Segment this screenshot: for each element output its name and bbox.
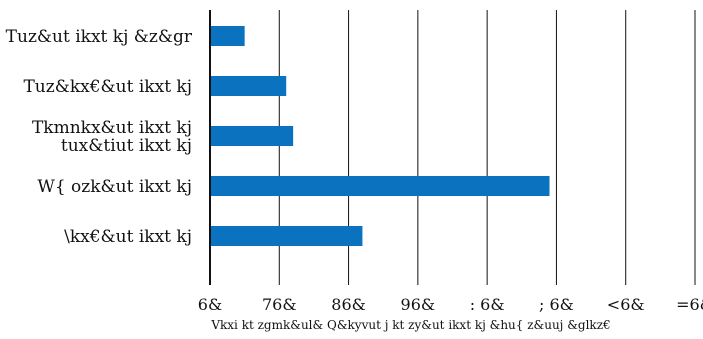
bar-0 (210, 26, 245, 46)
x-tick-label: 6& (198, 295, 222, 314)
bar-2 (210, 126, 294, 146)
category-label: Tkmnkx&ut ikxt kj (32, 118, 192, 138)
tick-labels: 6&76&86&96& : 6& ; 6& <6& =6& (198, 295, 703, 314)
bar-1 (210, 76, 287, 96)
bars (210, 26, 550, 246)
x-tick-label: =6& (676, 295, 703, 314)
x-tick-label: : 6& (470, 295, 505, 314)
category-labels: Tuz&ut ikxt kj &z&gr Tuz&kx€&ut ikxt kj Tk… (6, 27, 193, 247)
x-tick-label: 96& (401, 295, 436, 314)
category-label: W{ ozk&ut ikxt kj (37, 177, 192, 197)
category-label: \kx€&ut ikxt kj (64, 227, 192, 247)
category-label: Tuz&kx€&ut ikxt kj (23, 77, 192, 97)
category-label: Tuz&ut ikxt kj &z&gr (6, 27, 193, 47)
x-tick-label: 86& (331, 295, 366, 314)
x-tick-label: <6& (607, 295, 645, 314)
x-axis-title: Vkxi kt zgmk&ul& Q&kyvut j kt zy&ut ikxt… (210, 318, 610, 332)
x-tick-label: 76& (262, 295, 297, 314)
gridlines (278, 10, 696, 285)
x-tick-label: ; 6& (539, 295, 574, 314)
bar-3 (210, 176, 550, 196)
category-label: tux&tiut ikxt kj (61, 136, 192, 156)
bar-4 (210, 226, 363, 246)
